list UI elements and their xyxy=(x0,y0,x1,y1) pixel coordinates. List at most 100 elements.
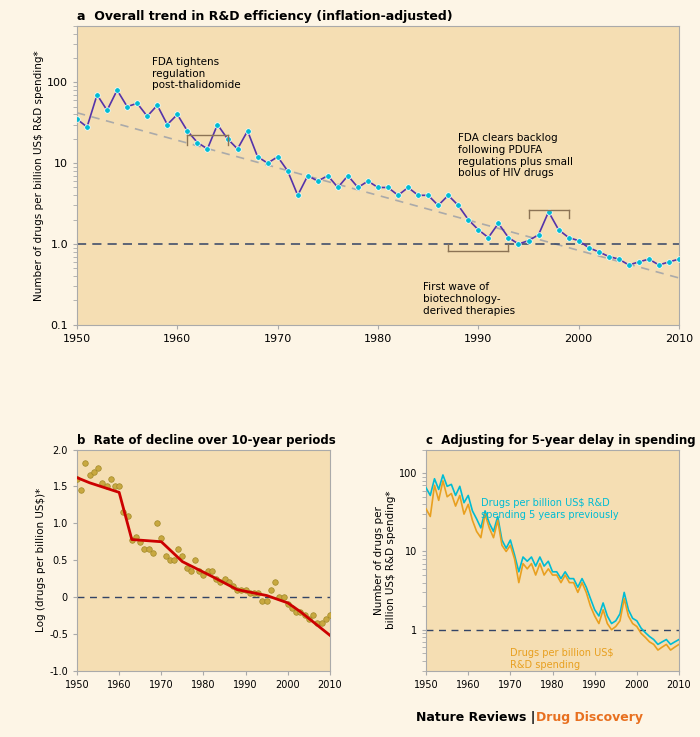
Point xyxy=(653,259,664,271)
Point xyxy=(139,543,150,555)
Point xyxy=(102,105,113,116)
Point xyxy=(84,469,95,481)
Point xyxy=(202,565,214,577)
Point xyxy=(299,609,310,621)
Point xyxy=(118,506,129,518)
Point xyxy=(643,254,655,265)
Point xyxy=(92,462,104,474)
Point xyxy=(76,484,87,496)
Point xyxy=(265,584,276,595)
Point xyxy=(242,125,253,137)
Point xyxy=(473,224,484,236)
Point xyxy=(583,242,594,254)
Point xyxy=(320,613,331,625)
Point xyxy=(603,251,615,262)
Point xyxy=(97,477,108,489)
Point xyxy=(228,580,239,592)
Point xyxy=(262,157,273,169)
Text: a  Overall trend in R&D efficiency (inflation-adjusted): a Overall trend in R&D efficiency (infla… xyxy=(77,10,453,24)
Point xyxy=(593,246,604,258)
Point xyxy=(372,181,384,193)
Point xyxy=(232,584,243,595)
Point xyxy=(295,606,306,618)
Point xyxy=(483,231,494,243)
Point xyxy=(240,584,251,595)
Point xyxy=(126,534,137,545)
Point xyxy=(363,175,374,187)
Point xyxy=(236,584,247,595)
Point xyxy=(412,189,423,201)
Point xyxy=(261,595,272,607)
Text: Drugs per billion US$
R&D spending: Drugs per billion US$ R&D spending xyxy=(510,649,614,670)
Point xyxy=(105,473,116,485)
Point xyxy=(286,602,297,614)
Point xyxy=(212,119,223,130)
Point xyxy=(182,125,193,137)
Point xyxy=(573,235,584,247)
Point xyxy=(533,229,544,241)
Point xyxy=(523,235,534,247)
Text: Drug Discovery: Drug Discovery xyxy=(536,710,643,724)
Point xyxy=(222,133,233,144)
Point xyxy=(503,231,514,243)
Point xyxy=(155,532,167,544)
Point xyxy=(248,587,260,599)
Point xyxy=(132,97,143,109)
Point xyxy=(172,108,183,120)
Point xyxy=(177,551,188,562)
Point xyxy=(316,617,327,629)
Text: c  Adjusting for 5-year delay in spending impact: c Adjusting for 5-year delay in spending… xyxy=(426,434,700,447)
Point xyxy=(152,99,163,111)
Point xyxy=(332,181,344,193)
Point xyxy=(113,481,125,492)
Point xyxy=(232,143,243,155)
Text: FDA tightens
regulation
post-thalidomide: FDA tightens regulation post-thalidomide xyxy=(153,57,241,90)
Point xyxy=(302,170,314,181)
Point xyxy=(312,617,323,629)
Point xyxy=(278,591,289,603)
Point xyxy=(147,547,158,559)
Point xyxy=(109,481,120,492)
Point xyxy=(312,175,323,187)
Point xyxy=(164,554,175,566)
Point xyxy=(198,569,209,581)
Point xyxy=(202,143,213,155)
Point xyxy=(80,457,91,469)
Point xyxy=(134,536,146,548)
Point xyxy=(322,170,333,181)
Point xyxy=(290,606,302,618)
Point xyxy=(433,200,444,212)
Point xyxy=(253,587,264,599)
Point xyxy=(143,543,154,555)
Point xyxy=(223,576,235,588)
Y-axis label: Number of drugs per
billion US$ R&D spending*: Number of drugs per billion US$ R&D spen… xyxy=(374,491,396,629)
Point xyxy=(169,554,180,566)
Point xyxy=(307,609,318,621)
Point xyxy=(215,576,226,588)
Text: b  Rate of decline over 10-year periods: b Rate of decline over 10-year periods xyxy=(77,434,336,447)
Point xyxy=(664,256,675,268)
Point xyxy=(141,111,153,122)
Point xyxy=(252,151,263,163)
Point xyxy=(634,256,645,268)
Point xyxy=(244,587,256,599)
Point xyxy=(402,181,414,193)
Point xyxy=(71,473,83,485)
Point xyxy=(453,200,464,212)
Point xyxy=(88,466,99,478)
Point xyxy=(219,573,230,584)
Text: FDA clears backlog
following PDUFA
regulations plus small
bolus of HIV drugs: FDA clears backlog following PDUFA regul… xyxy=(458,133,573,178)
Point xyxy=(442,189,454,201)
Point xyxy=(352,181,363,193)
Point xyxy=(342,170,354,181)
Point xyxy=(211,573,222,584)
Point xyxy=(282,165,293,177)
Point xyxy=(274,591,285,603)
Point xyxy=(563,231,574,243)
Point xyxy=(257,595,268,607)
Point xyxy=(186,565,197,577)
Text: First wave of
biotechnology-
derived therapies: First wave of biotechnology- derived the… xyxy=(424,282,515,315)
Point xyxy=(623,259,634,271)
Point xyxy=(111,84,122,96)
Point xyxy=(71,113,83,125)
